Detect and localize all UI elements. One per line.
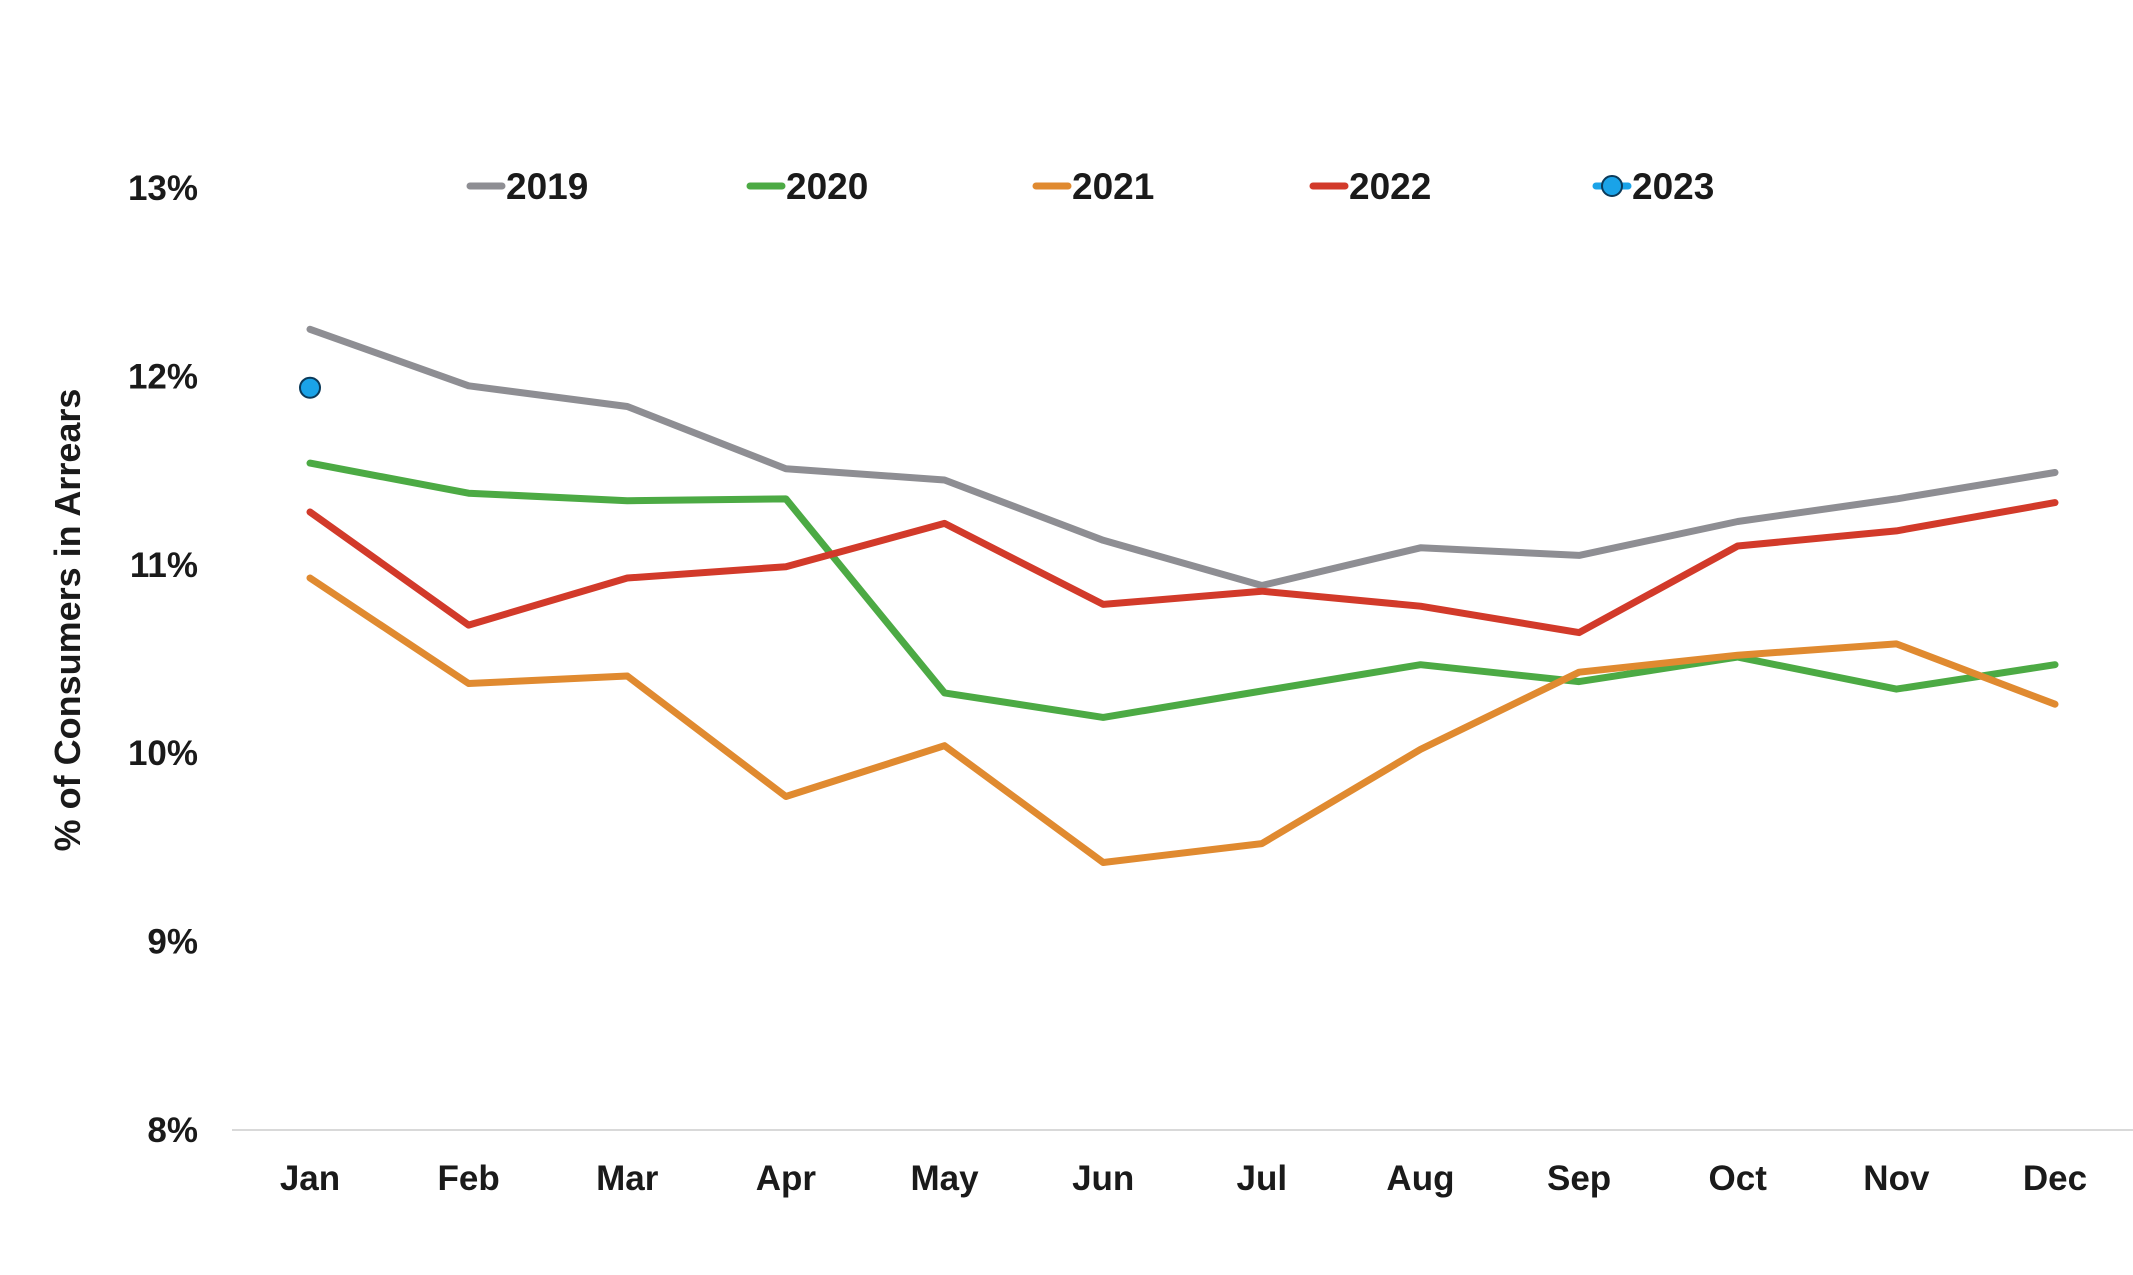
y-axis-ticks: 8% 9% 10% 11% 12% 13% [128,169,198,1150]
y-tick-label: 9% [147,923,198,962]
y-tick-label: 10% [128,734,198,773]
series-lines [299,325,2059,866]
legend-label: 2021 [1072,166,1154,207]
x-tick-label: Jan [280,1159,340,1198]
x-tick-label: Oct [1709,1159,1768,1198]
x-tick-label: Nov [1863,1159,1930,1198]
series-line-2019 [306,325,2059,589]
y-tick-label: 8% [147,1111,198,1150]
legend-label: 2022 [1349,166,1431,207]
legend-label: 2023 [1632,166,1714,207]
legend-marker [1601,175,1623,197]
y-tick-label: 11% [130,546,198,585]
series-2022 [306,499,2059,637]
series-2023 [299,376,321,399]
legend-item-2022: 2022 [1309,166,1431,207]
legend-item-2019: 2019 [466,166,588,207]
series-point-2023 [299,376,321,399]
legend-label: 2020 [786,166,868,207]
x-tick-label: Jul [1237,1159,1288,1198]
x-tick-label: Feb [438,1159,500,1198]
x-tick-label: Jun [1072,1159,1134,1198]
y-axis-title-group: % of Consumers in Arrears [47,389,88,852]
x-tick-label: Dec [2023,1159,2087,1198]
legend-item-2023: 2023 [1592,166,1714,207]
y-tick-label: 13% [128,169,198,208]
x-tick-label: Apr [756,1159,817,1198]
x-tick-label: Aug [1386,1159,1454,1198]
series-2019 [306,325,2059,589]
series-line-2020 [306,459,2059,721]
legend-label: 2019 [506,166,588,207]
series-2021 [306,574,2059,866]
legend-item-2021: 2021 [1032,166,1154,207]
series-line-2022 [306,499,2059,637]
y-tick-label: 12% [128,357,198,396]
series-line-2021 [306,574,2059,866]
series-2020 [306,459,2059,721]
x-tick-label: Sep [1547,1159,1611,1198]
legend: 2019 2020 2021 2022 2023 [466,166,1714,207]
legend-item-2020: 2020 [746,166,868,207]
x-tick-label: May [910,1159,979,1198]
x-tick-label: Mar [596,1159,659,1198]
x-axis-ticks: Jan Feb Mar Apr May Jun Jul Aug Sep Oct Nov Dec [280,1159,2087,1198]
y-axis-title: % of Consumers in Arrears [47,389,88,852]
